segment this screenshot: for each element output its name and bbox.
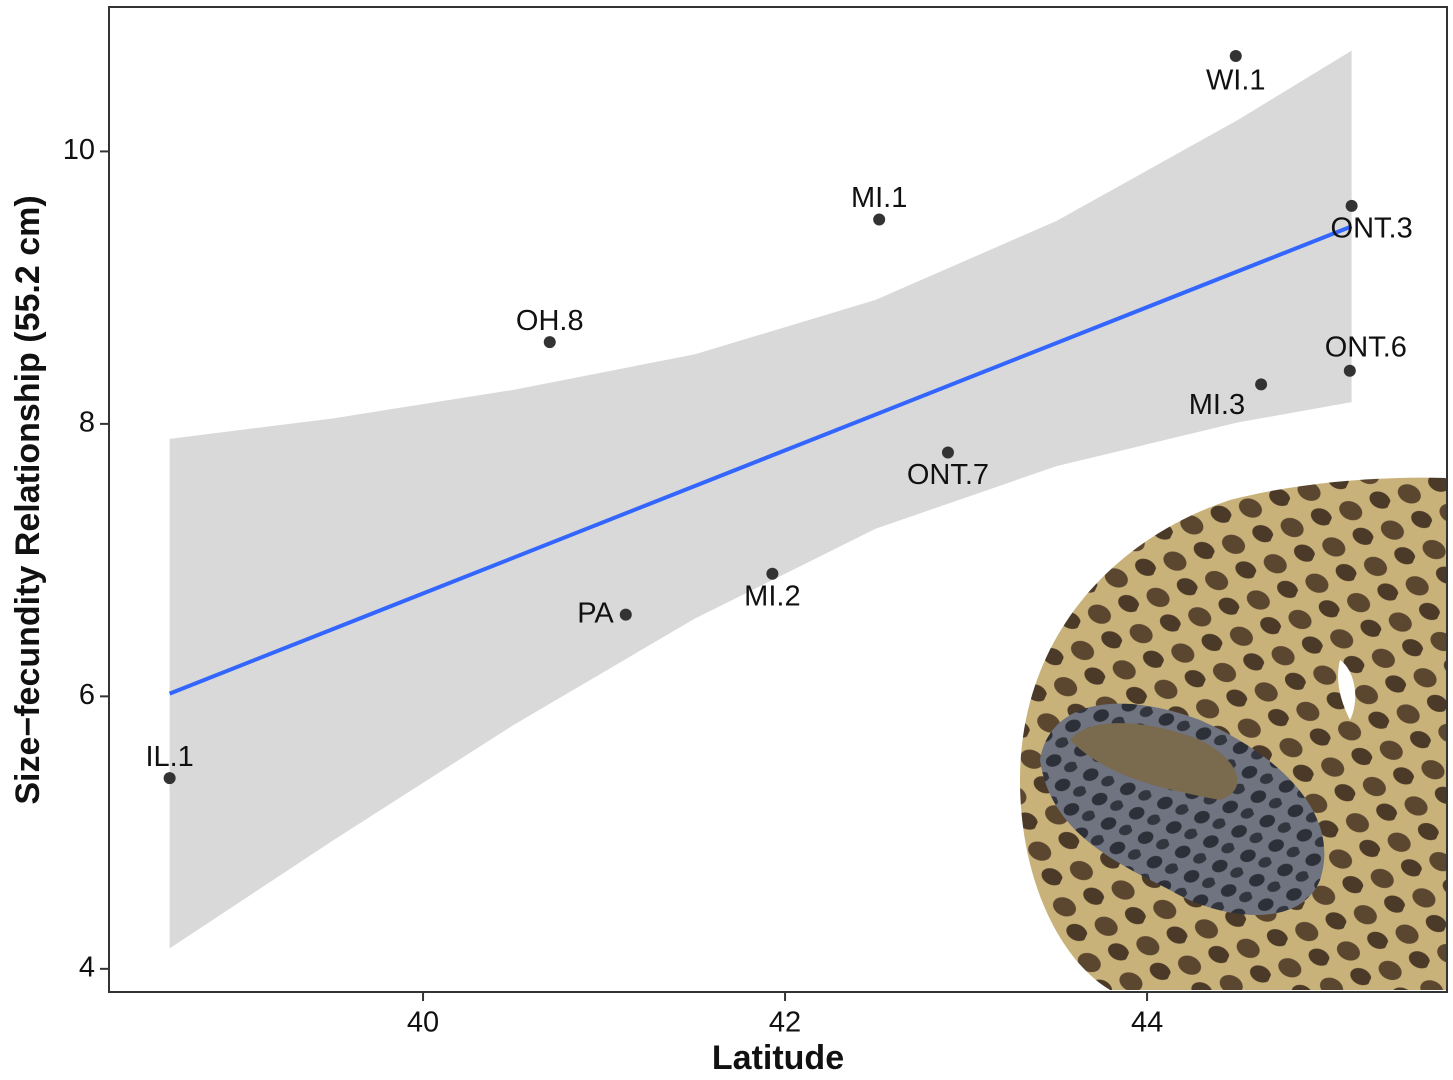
y-axis-title: Size−fecundity Relationship (55.2 cm) <box>9 195 47 804</box>
point-label: WI.1 <box>1206 65 1266 97</box>
data-point <box>766 567 779 580</box>
y-tick-label: 6 <box>79 679 95 711</box>
point-label: MI.3 <box>1189 389 1245 421</box>
data-point <box>543 336 556 349</box>
point-label: IL.1 <box>145 741 193 773</box>
data-point <box>873 213 886 226</box>
point-label: PA <box>577 597 614 629</box>
x-axis-title: Latitude <box>712 1039 844 1077</box>
y-tick-label: 4 <box>79 951 95 983</box>
snake-photo <box>1020 477 1447 991</box>
plot-border <box>108 6 1448 993</box>
point-label: ONT.7 <box>907 459 989 491</box>
data-point <box>941 446 954 459</box>
point-label: MI.2 <box>744 580 800 612</box>
data-point <box>163 772 176 785</box>
data-point <box>1343 364 1356 377</box>
point-label: OH.8 <box>516 305 584 337</box>
data-point <box>1345 199 1358 212</box>
x-tick-label: 40 <box>407 1007 439 1039</box>
y-tick-label: 10 <box>63 134 95 166</box>
point-label: ONT.6 <box>1325 331 1407 363</box>
point-label: ONT.3 <box>1331 213 1413 245</box>
plot-area: IL.1 PA MI.2 OH.8 MI.1 ONT.7 WI.1 MI.3 ONT.6 ONT.… <box>145 50 1413 949</box>
x-tick-label: 44 <box>1131 1007 1163 1039</box>
x-tick-label: 42 <box>769 1007 801 1039</box>
data-point <box>1255 378 1268 391</box>
data-point <box>619 608 632 621</box>
trend-line <box>168 224 1353 696</box>
point-label: MI.1 <box>851 182 907 214</box>
confidence-band <box>169 50 1352 949</box>
data-point <box>1229 50 1242 63</box>
y-tick-label: 8 <box>79 407 95 439</box>
